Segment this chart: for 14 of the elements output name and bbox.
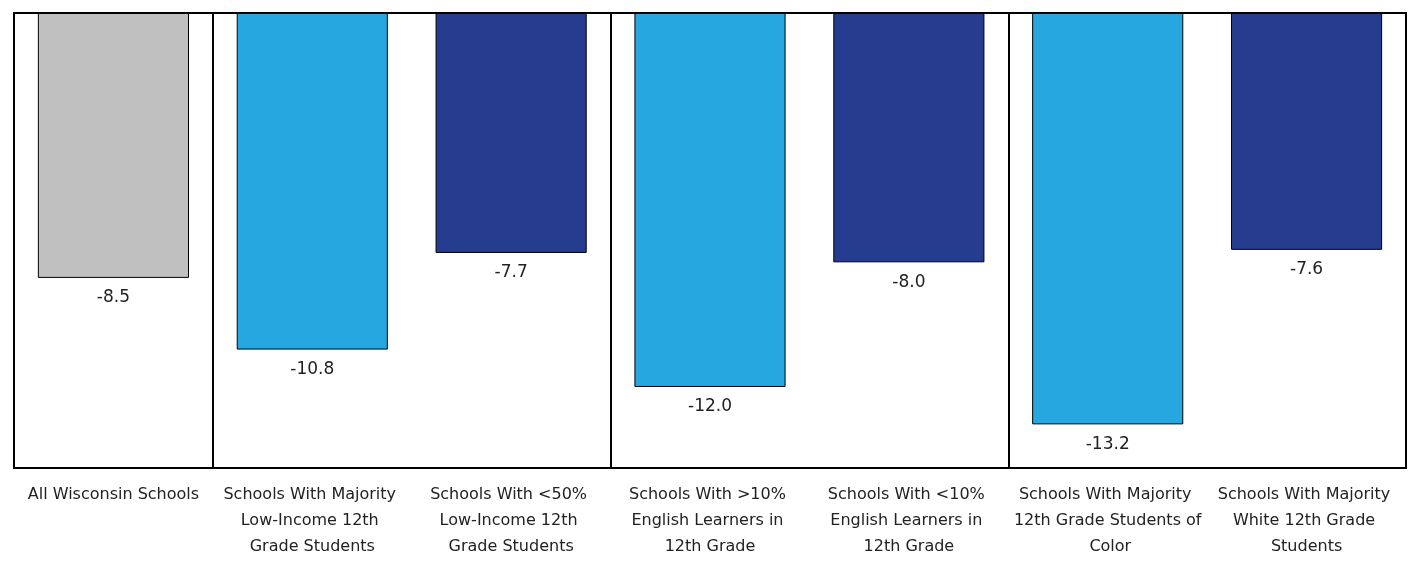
data-label: -8.0 xyxy=(892,270,926,291)
x-tick-label: Schools With Majority 12th Grade Students of Color xyxy=(1013,483,1202,555)
x-tick-label: Schools With <50% Low-Income 12th Grade Students xyxy=(430,483,593,555)
data-label: -10.8 xyxy=(290,358,335,379)
data-label: -13.2 xyxy=(1085,432,1130,453)
data-label: -7.7 xyxy=(494,261,528,282)
x-tick-label: Schools With Majority White 12th Grade Students xyxy=(1217,483,1396,555)
data-label: -7.6 xyxy=(1289,258,1324,279)
data-label: -8.5 xyxy=(96,286,131,307)
data-label: -12.0 xyxy=(688,395,732,416)
x-tick-label: Schools With Majority Low-Income 12th Grade Students xyxy=(223,483,402,555)
x-tick-label: All Wisconsin Schools xyxy=(27,483,200,503)
x-tick-label: Schools With <10% English Learners in 12th Grade xyxy=(827,483,990,555)
x-tick-label: Schools With >10% English Learners in 12th Grade xyxy=(628,483,792,555)
